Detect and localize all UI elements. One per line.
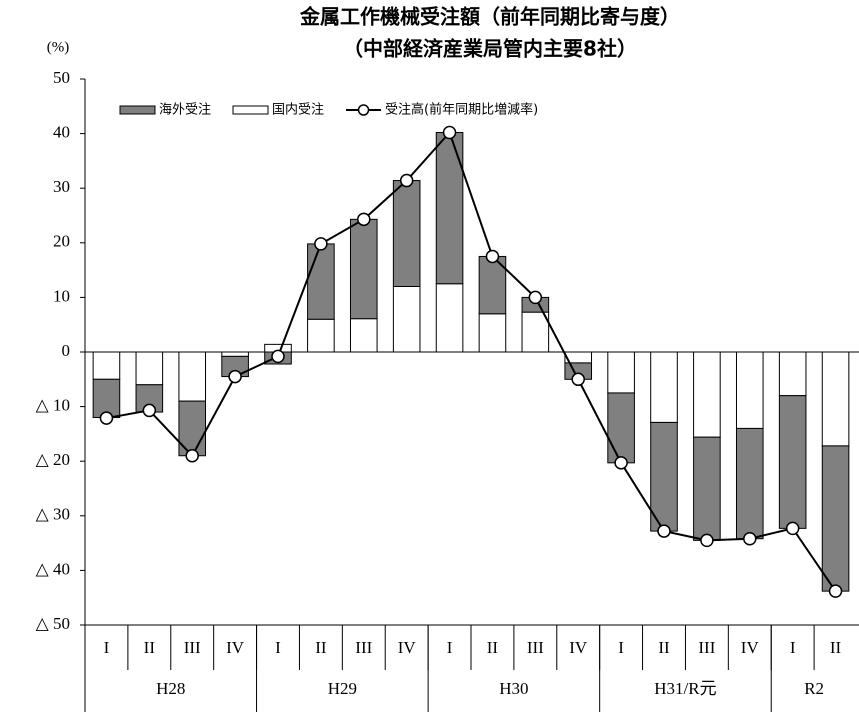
legend-label: 国内受注 [272, 102, 324, 118]
bar [650, 351, 678, 423]
line-marker [399, 173, 414, 188]
line-marker [614, 456, 628, 470]
bar [693, 351, 721, 438]
x-tick-label: I [790, 638, 796, 657]
y-tick-label: 10 [53, 286, 70, 305]
x-group-label: H30 [499, 679, 528, 698]
bar [607, 351, 635, 394]
x-tick-label: I [618, 638, 624, 657]
y-tick-label: 40 [53, 123, 70, 142]
x-tick-label: I [104, 638, 110, 657]
y-tick-label: △ 20 [36, 450, 70, 469]
y-tick-label: 20 [53, 232, 70, 251]
line-marker [442, 125, 457, 140]
y-tick-label: △ 50 [36, 614, 70, 633]
bar [521, 311, 550, 353]
bar [607, 392, 635, 464]
line-marker [99, 411, 114, 425]
x-group-label: R2 [804, 679, 824, 698]
line-marker [528, 290, 543, 305]
x-tick-label: I [447, 638, 453, 657]
x-group-label: H31/R元 [654, 679, 716, 698]
x-tick-label: IV [398, 638, 417, 657]
chart-title: 金属工作機械受注額（前年同期比寄与度） [299, 5, 680, 29]
x-tick-label: III [527, 638, 544, 657]
bar [778, 395, 807, 529]
line-marker [271, 349, 285, 364]
y-tick-label: △ 10 [36, 396, 70, 415]
x-tick-label: II [144, 638, 156, 657]
bar [135, 351, 164, 386]
x-tick-label: III [698, 638, 715, 657]
y-tick-label: 0 [62, 341, 71, 360]
x-tick-label: II [487, 638, 499, 657]
y-tick-label: 30 [53, 177, 70, 196]
legend-swatch [119, 105, 156, 115]
line-marker [357, 212, 371, 227]
x-tick-label: IV [226, 638, 245, 657]
bar [178, 400, 207, 457]
x-group-label: H28 [156, 679, 185, 698]
bar [307, 318, 335, 353]
x-tick-label: II [658, 638, 670, 657]
line-marker [743, 531, 757, 546]
y-axis-label: (%) [47, 39, 70, 55]
line-marker [185, 448, 199, 463]
bar [392, 285, 421, 353]
line-marker [485, 249, 500, 264]
bar [349, 318, 378, 353]
bar [349, 218, 378, 320]
y-tick-label: △ 40 [36, 559, 70, 578]
x-tick-label: IV [569, 638, 588, 657]
legend-label: 海外受注 [159, 103, 211, 118]
bar [307, 243, 335, 320]
bar [478, 313, 507, 353]
bar [821, 445, 850, 592]
bar [392, 180, 421, 287]
legend-label: 受注高(前年同期比増減率) [385, 102, 538, 118]
line-marker [314, 237, 328, 251]
y-tick-label: 50 [53, 68, 70, 87]
x-tick-label: I [275, 638, 281, 657]
bar [693, 436, 721, 541]
bar [92, 378, 121, 419]
line [106, 130, 837, 592]
legend-swatch [357, 104, 370, 116]
bar [435, 283, 464, 353]
x-tick-label: II [830, 638, 842, 657]
chart-subtitle: （中部経済産業局管内主要8社） [343, 37, 637, 61]
legend-swatch [232, 105, 269, 115]
bar [821, 351, 850, 447]
x-tick-label: IV [741, 638, 760, 657]
line-marker [571, 372, 585, 387]
bar [735, 427, 764, 540]
bar [92, 351, 121, 380]
bar [178, 351, 207, 402]
bar [778, 351, 807, 397]
x-tick-label: II [315, 638, 327, 657]
bar [435, 132, 464, 285]
x-group-label: H29 [328, 679, 357, 698]
bar [221, 351, 249, 357]
line-marker [828, 584, 843, 598]
x-tick-label: III [184, 638, 201, 657]
line-marker [228, 369, 242, 384]
bar [735, 351, 764, 429]
line-marker [657, 524, 671, 538]
line-marker [142, 403, 157, 418]
y-tick-label: △ 30 [36, 505, 70, 524]
line-marker [785, 521, 800, 536]
line-marker [700, 533, 714, 548]
x-tick-label: III [355, 638, 372, 657]
